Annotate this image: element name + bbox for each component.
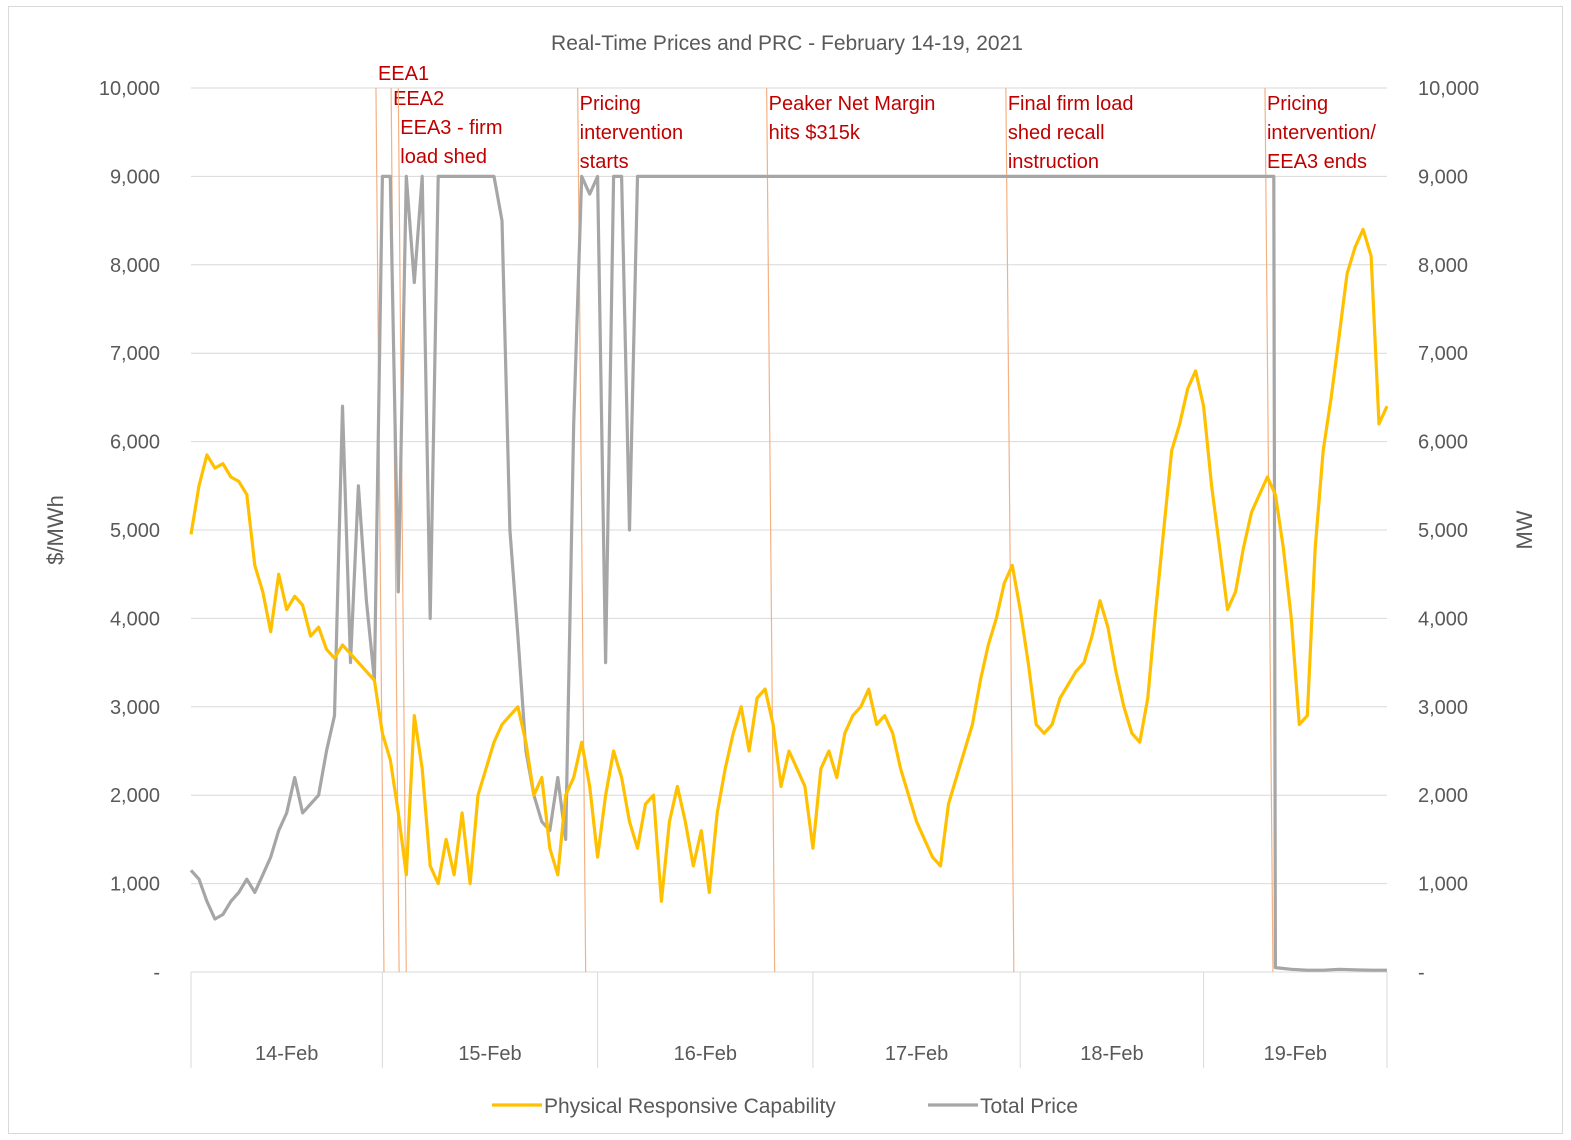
y-axis-left-title: $/MWh bbox=[43, 495, 68, 565]
annotation-line bbox=[375, 87, 385, 973]
y-tick-label-right: 6,000 bbox=[1418, 432, 1468, 454]
y-tick-label-left: 4,000 bbox=[110, 608, 160, 630]
y-axis-right-title: MW bbox=[1512, 510, 1537, 549]
y-tick-label-right: - bbox=[1418, 962, 1425, 984]
series-line-physical-responsive-capability bbox=[189, 227, 1389, 903]
y-tick-label-left: 6,000 bbox=[110, 432, 160, 454]
chart-title: Real-Time Prices and PRC - February 14-1… bbox=[551, 32, 1023, 55]
x-tick-label: 18-Feb bbox=[1080, 1043, 1143, 1065]
annotation-label: EEA1 bbox=[378, 63, 429, 85]
annotation-label: EEA3 - firm bbox=[400, 117, 502, 139]
y-tick-label-left: 1,000 bbox=[110, 874, 160, 896]
y-tick-label-left: 2,000 bbox=[110, 785, 160, 807]
annotation-label: EEA2 bbox=[393, 88, 444, 110]
y-tick-label-left: 9,000 bbox=[110, 166, 160, 188]
annotation-label: Pricing bbox=[580, 93, 641, 115]
y-tick-label-right: 3,000 bbox=[1418, 697, 1468, 719]
annotation-label: load shed bbox=[400, 146, 487, 168]
annotation-label: intervention bbox=[580, 122, 683, 144]
series-lines bbox=[189, 174, 1389, 972]
annotations: EEA1 EEA2 EEA3 - firm load shed Pricing inter… bbox=[375, 63, 1376, 973]
y-tick-label-right: 2,000 bbox=[1418, 785, 1468, 807]
annotation-label: hits $315k bbox=[769, 122, 861, 144]
x-tick-label: 17-Feb bbox=[885, 1043, 948, 1065]
x-axis: 14-Feb 15-Feb 16-Feb 17-Feb 18-Feb 19-Feb bbox=[190, 971, 1388, 1068]
y-tick-label-right: 1,000 bbox=[1418, 874, 1468, 896]
y-tick-label-right: 8,000 bbox=[1418, 255, 1468, 277]
legend: Physical Responsive Capability Total Pric… bbox=[492, 1095, 1078, 1118]
y-tick-label-right: 5,000 bbox=[1418, 520, 1468, 542]
x-tick-label: 14-Feb bbox=[255, 1043, 318, 1065]
annotation-label: Peaker Net Margin bbox=[769, 93, 936, 115]
legend-label: Physical Responsive Capability bbox=[544, 1095, 836, 1118]
y-tick-label-left: 5,000 bbox=[110, 520, 160, 542]
annotation-label: Pricing bbox=[1267, 93, 1328, 115]
y-tick-label-left: 8,000 bbox=[110, 255, 160, 277]
y-tick-label-right: 9,000 bbox=[1418, 166, 1468, 188]
y-tick-label-right: 4,000 bbox=[1418, 608, 1468, 630]
annotation-label: EEA3 ends bbox=[1267, 151, 1367, 173]
x-tick-label: 19-Feb bbox=[1264, 1043, 1327, 1065]
y-axis-left: - 1,000 2,000 3,000 4,000 5,000 6,000 7,000 8,00… bbox=[99, 78, 160, 984]
annotation-label: starts bbox=[580, 151, 629, 173]
annotation-label: intervention/ bbox=[1267, 122, 1376, 144]
y-tick-label-left: 10,000 bbox=[99, 78, 160, 100]
y-tick-label-right: 7,000 bbox=[1418, 343, 1468, 365]
gridlines bbox=[191, 87, 1387, 973]
annotation-label: Final firm load bbox=[1008, 93, 1134, 115]
series-line-total-price bbox=[189, 174, 1387, 972]
annotation-label: shed recall bbox=[1008, 122, 1105, 144]
y-tick-label-right: 10,000 bbox=[1418, 78, 1479, 100]
y-tick-label-left: 7,000 bbox=[110, 343, 160, 365]
y-tick-label-left: - bbox=[153, 962, 160, 984]
annotation-line bbox=[766, 87, 776, 973]
annotation-line bbox=[1264, 87, 1274, 973]
annotation-label: instruction bbox=[1008, 151, 1099, 173]
y-axis-right: - 1,000 2,000 3,000 4,000 5,000 6,000 7,000 8,00… bbox=[1418, 78, 1479, 984]
chart-frame bbox=[8, 6, 1563, 1134]
legend-label: Total Price bbox=[980, 1095, 1078, 1118]
x-tick-label: 16-Feb bbox=[674, 1043, 737, 1065]
annotation-line bbox=[397, 87, 407, 973]
x-tick-label: 15-Feb bbox=[458, 1043, 521, 1065]
annotation-line bbox=[1005, 87, 1015, 973]
y-tick-label-left: 3,000 bbox=[110, 697, 160, 719]
